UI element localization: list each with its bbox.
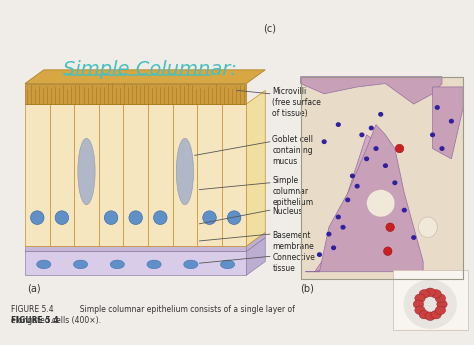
Text: Basement
membrane: Basement membrane xyxy=(273,231,314,251)
Ellipse shape xyxy=(366,190,395,217)
Bar xyxy=(301,77,463,279)
Polygon shape xyxy=(173,104,197,246)
Ellipse shape xyxy=(383,247,392,256)
Ellipse shape xyxy=(431,133,435,137)
Ellipse shape xyxy=(129,211,143,225)
Text: FIGURE 5.4: FIGURE 5.4 xyxy=(11,316,58,325)
Polygon shape xyxy=(25,246,246,251)
Polygon shape xyxy=(246,233,265,251)
Polygon shape xyxy=(148,104,173,246)
Ellipse shape xyxy=(365,157,368,160)
Ellipse shape xyxy=(36,260,51,269)
Polygon shape xyxy=(25,104,50,246)
Ellipse shape xyxy=(386,223,394,231)
Text: Connective
tissue: Connective tissue xyxy=(273,253,315,273)
Ellipse shape xyxy=(220,260,235,269)
Polygon shape xyxy=(301,77,442,104)
Ellipse shape xyxy=(322,140,326,144)
Ellipse shape xyxy=(383,164,387,167)
Ellipse shape xyxy=(419,289,429,298)
Polygon shape xyxy=(99,104,123,246)
Ellipse shape xyxy=(412,236,416,239)
Text: Simple
columnar
epithelium: Simple columnar epithelium xyxy=(273,176,313,207)
Ellipse shape xyxy=(318,253,321,256)
Polygon shape xyxy=(25,237,265,251)
Ellipse shape xyxy=(55,211,69,225)
Text: Microvilli
(free surface
of tissue): Microvilli (free surface of tissue) xyxy=(273,87,321,118)
Ellipse shape xyxy=(104,211,118,225)
Ellipse shape xyxy=(351,174,355,178)
Polygon shape xyxy=(25,83,246,104)
Polygon shape xyxy=(433,87,463,159)
Polygon shape xyxy=(197,104,222,246)
Ellipse shape xyxy=(110,260,124,269)
Ellipse shape xyxy=(30,211,44,225)
Polygon shape xyxy=(404,280,456,328)
Ellipse shape xyxy=(147,260,161,269)
Polygon shape xyxy=(246,237,265,275)
Ellipse shape xyxy=(374,147,378,150)
Ellipse shape xyxy=(440,147,444,150)
Ellipse shape xyxy=(393,181,397,185)
Polygon shape xyxy=(50,104,74,246)
Text: Goblet cell
containing
mucus: Goblet cell containing mucus xyxy=(273,135,313,166)
Ellipse shape xyxy=(413,300,424,308)
Polygon shape xyxy=(222,104,246,246)
Text: Simple Columnar:: Simple Columnar: xyxy=(63,60,237,79)
Bar xyxy=(301,77,463,279)
Ellipse shape xyxy=(415,294,425,303)
Text: (b): (b) xyxy=(301,284,314,294)
Ellipse shape xyxy=(203,211,216,225)
Ellipse shape xyxy=(425,288,436,297)
Ellipse shape xyxy=(176,138,193,205)
Ellipse shape xyxy=(435,294,446,303)
Ellipse shape xyxy=(154,211,167,225)
Polygon shape xyxy=(123,104,148,246)
Ellipse shape xyxy=(360,133,364,137)
Ellipse shape xyxy=(337,123,340,126)
Text: Nucleus: Nucleus xyxy=(273,207,303,216)
Ellipse shape xyxy=(369,126,373,130)
Polygon shape xyxy=(315,135,376,272)
Bar xyxy=(392,270,468,330)
Ellipse shape xyxy=(435,306,446,315)
Polygon shape xyxy=(25,251,246,275)
Polygon shape xyxy=(25,233,265,246)
Polygon shape xyxy=(305,125,423,272)
Ellipse shape xyxy=(337,215,340,219)
Ellipse shape xyxy=(419,310,429,319)
Polygon shape xyxy=(246,90,265,246)
Ellipse shape xyxy=(436,106,439,109)
Ellipse shape xyxy=(431,289,441,298)
Ellipse shape xyxy=(332,246,336,249)
Polygon shape xyxy=(74,104,99,246)
Ellipse shape xyxy=(346,198,350,201)
Text: FIGURE 5.4           Simple columnar epithelium consists of a single layer of
el: FIGURE 5.4 Simple columnar epithelium co… xyxy=(11,305,295,325)
Ellipse shape xyxy=(379,112,383,116)
Ellipse shape xyxy=(402,208,406,212)
Ellipse shape xyxy=(419,217,438,237)
Ellipse shape xyxy=(395,144,404,153)
Text: (a): (a) xyxy=(27,284,41,294)
Ellipse shape xyxy=(425,312,436,321)
Ellipse shape xyxy=(356,185,359,188)
Ellipse shape xyxy=(184,260,198,269)
Ellipse shape xyxy=(341,226,345,229)
Ellipse shape xyxy=(228,211,241,225)
Polygon shape xyxy=(25,70,265,83)
Text: (c): (c) xyxy=(264,24,276,33)
Ellipse shape xyxy=(437,300,447,308)
Ellipse shape xyxy=(327,233,331,236)
Ellipse shape xyxy=(78,138,95,205)
Ellipse shape xyxy=(73,260,88,269)
Ellipse shape xyxy=(415,306,425,315)
Ellipse shape xyxy=(449,119,453,123)
Ellipse shape xyxy=(431,310,441,319)
